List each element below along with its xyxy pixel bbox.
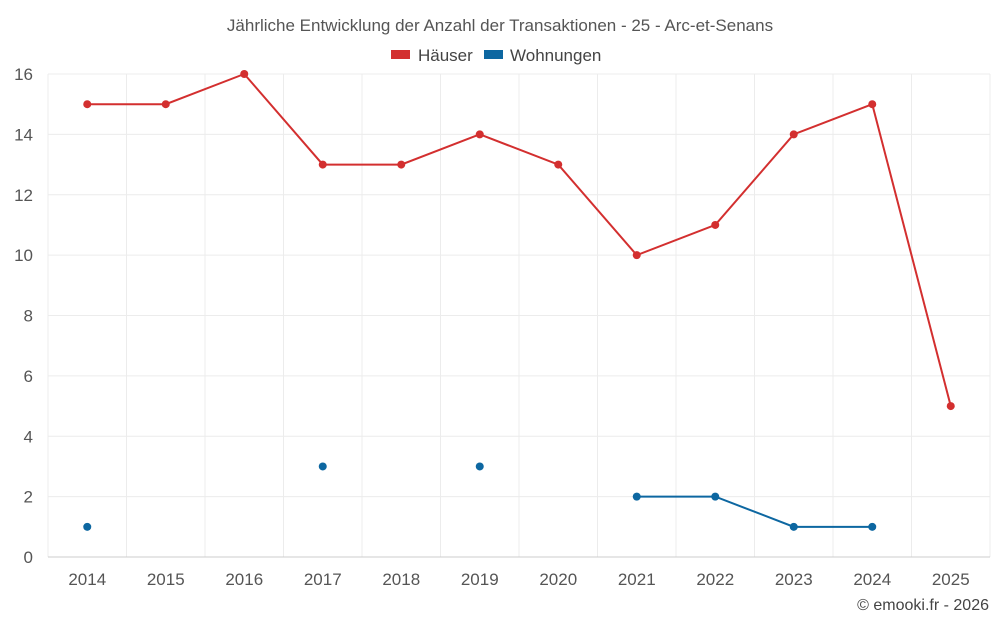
legend-swatch-haeuser <box>391 50 410 59</box>
data-point[interactable] <box>554 160 563 169</box>
data-point[interactable] <box>83 522 92 531</box>
x-tick-label: 2023 <box>775 570 813 589</box>
y-tick-label: 2 <box>24 488 33 507</box>
y-tick-label: 16 <box>14 65 33 84</box>
data-point[interactable] <box>711 220 720 229</box>
x-tick-label: 2021 <box>618 570 656 589</box>
y-tick-label: 6 <box>24 367 33 386</box>
x-tick-label: 2014 <box>68 570 106 589</box>
data-point[interactable] <box>711 492 720 501</box>
data-point[interactable] <box>789 522 798 531</box>
x-tick-label: 2025 <box>932 570 970 589</box>
data-point[interactable] <box>475 462 484 471</box>
y-tick-label: 0 <box>24 548 33 567</box>
x-tick-label: 2022 <box>696 570 734 589</box>
grid <box>47 73 991 558</box>
legend-label-haeuser[interactable]: Häuser <box>418 46 473 65</box>
series-1 <box>83 462 877 531</box>
y-tick-label: 14 <box>14 125 33 144</box>
data-point[interactable] <box>240 70 249 78</box>
data-point[interactable] <box>397 160 406 169</box>
x-tick-label: 2024 <box>853 570 891 589</box>
x-tick-label: 2015 <box>147 570 185 589</box>
chart-title: Jährliche Entwicklung der Anzahl der Tra… <box>227 16 773 35</box>
data-point[interactable] <box>318 462 327 471</box>
x-tick-label: 2016 <box>225 570 263 589</box>
x-tick-label: 2019 <box>461 570 499 589</box>
data-point[interactable] <box>632 251 641 260</box>
series-layer <box>83 70 955 531</box>
y-tick-label: 12 <box>14 186 33 205</box>
data-point[interactable] <box>946 402 955 411</box>
credit-text: © emooki.fr - 2026 <box>857 597 989 614</box>
y-tick-label: 10 <box>14 246 33 265</box>
y-tick-label: 4 <box>24 427 33 446</box>
x-tick-label: 2017 <box>304 570 342 589</box>
x-tick-label: 2018 <box>382 570 420 589</box>
data-point[interactable] <box>868 100 877 109</box>
x-tick-label: 2020 <box>539 570 577 589</box>
data-point[interactable] <box>161 100 170 109</box>
data-point[interactable] <box>868 522 877 531</box>
x-axis: 2014 2015 2016 2017 2018 2019 2020 2021 2022 2023… <box>48 556 990 589</box>
data-point[interactable] <box>83 100 92 109</box>
y-axis: 0 2 4 6 8 10 12 14 16 <box>14 65 33 567</box>
data-point[interactable] <box>632 492 641 501</box>
legend-label-wohnungen[interactable]: Wohnungen <box>510 46 601 65</box>
series-0 <box>83 70 955 411</box>
series-line <box>87 72 952 407</box>
data-point[interactable] <box>789 130 798 139</box>
data-point[interactable] <box>318 160 327 169</box>
legend[interactable]: Häuser Wohnungen <box>391 46 601 65</box>
series-line <box>636 495 873 528</box>
y-tick-label: 8 <box>24 307 33 326</box>
legend-swatch-wohnungen <box>484 50 503 59</box>
data-point[interactable] <box>475 130 484 139</box>
